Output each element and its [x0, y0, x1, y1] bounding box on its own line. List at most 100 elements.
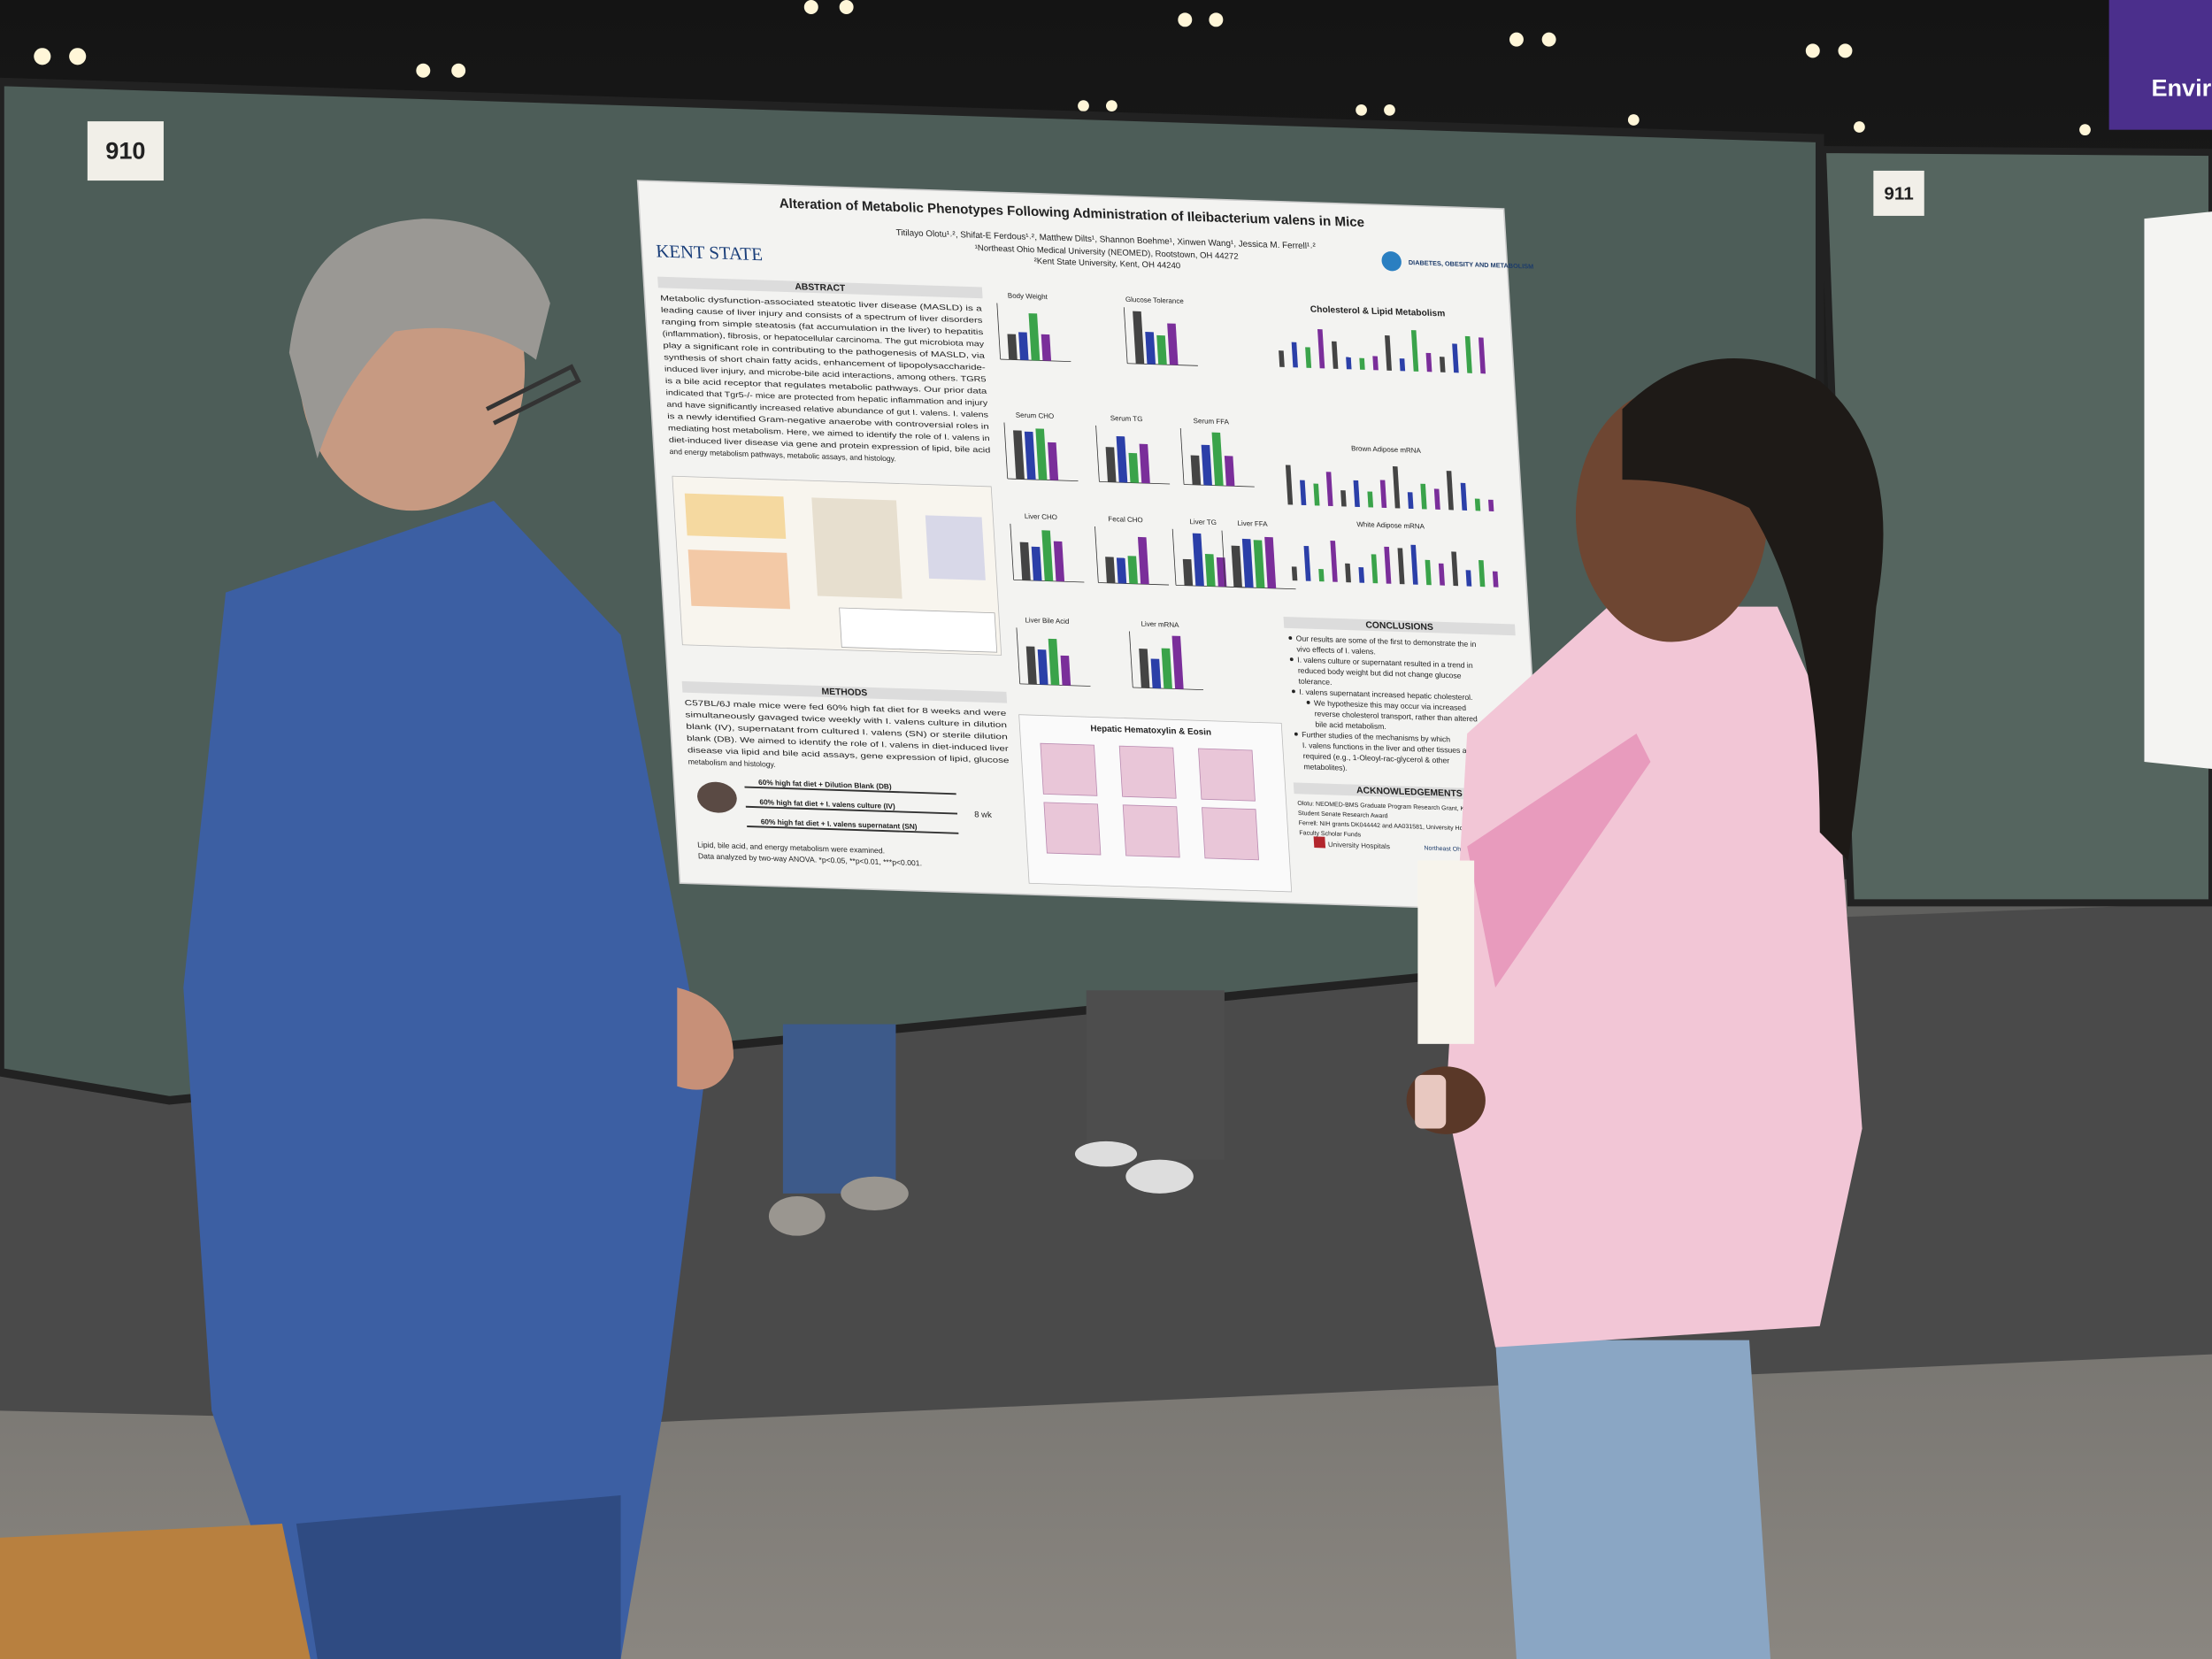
panel-axis: [996, 303, 1002, 360]
panel-graphic: [1190, 455, 1202, 486]
panel-graphic: [1371, 554, 1379, 584]
panel-graphic: [1019, 541, 1031, 580]
panel-graphic: [1167, 323, 1179, 365]
figure-graphic: [687, 549, 791, 610]
panel-graphic: [1018, 332, 1029, 361]
panel-graphic: [1451, 551, 1459, 587]
woman: [1406, 357, 1884, 1659]
conclusion-line: metabolites).: [1303, 762, 1348, 772]
histology-image: [1043, 802, 1102, 856]
panel-title: Liver TG: [1189, 518, 1217, 526]
panel-graphic: [1231, 545, 1242, 588]
panel-graphic: [1285, 465, 1294, 505]
section-heading: CONCLUSIONS: [1365, 621, 1433, 633]
panel-title: Serum CHO: [1016, 411, 1055, 420]
panel-title: Liver Bile Acid: [1025, 616, 1070, 626]
panel-graphic: [1353, 480, 1360, 508]
panel-graphic: [1041, 334, 1052, 361]
panel-graphic: [1035, 428, 1048, 480]
panel-graphic: [1025, 646, 1037, 685]
panel-axis: [1127, 363, 1198, 366]
bullet: [1294, 732, 1298, 736]
section-heading: ABSTRACT: [795, 282, 846, 294]
panel-graphic: [1192, 533, 1204, 587]
man: [0, 219, 734, 1659]
section-bar: [1283, 617, 1516, 636]
booth-number: 910: [105, 136, 145, 164]
panel-graphic: [1024, 431, 1036, 480]
panel-graphic: [1171, 635, 1184, 689]
panel-graphic: [1452, 343, 1459, 373]
panel-graphic: [1372, 356, 1379, 371]
bullet: [1288, 636, 1293, 640]
histology-image: [1202, 807, 1259, 861]
poster-sheet: [636, 180, 1548, 912]
arrow: [744, 786, 956, 795]
panel-graphic: [1105, 557, 1116, 584]
panel-axis: [1179, 427, 1185, 485]
panel-graphic: [1279, 350, 1285, 367]
panel-axis: [1094, 526, 1099, 583]
panel-axis: [1016, 627, 1021, 684]
panel-graphic: [1253, 540, 1265, 588]
panel-graphic: [1392, 466, 1401, 509]
panel-graphic: [1331, 341, 1339, 369]
panel-title: Liver CHO: [1025, 512, 1058, 521]
poster: Alteration of Metabolic Phenotypes Follo…: [636, 180, 1548, 912]
panel-graphic: [1346, 357, 1352, 370]
panel-graphic: [1007, 334, 1018, 360]
mouse-icon: [697, 781, 737, 813]
panel-graphic: [1060, 655, 1071, 686]
panel-graphic: [1407, 492, 1414, 510]
histology-image: [1118, 745, 1177, 799]
figure-table: [839, 607, 998, 653]
panel-graphic: [1479, 560, 1486, 588]
background-people: [768, 990, 1225, 1236]
panel-axis: [1095, 425, 1100, 482]
panel-graphic: [1182, 558, 1194, 586]
panel-graphic: [1330, 541, 1338, 582]
panel-graphic: [1464, 335, 1472, 373]
panel-axis: [1129, 631, 1133, 688]
panel-graphic: [1474, 498, 1481, 511]
booth-plate: [1873, 170, 1924, 216]
panel-graphic: [1201, 444, 1212, 486]
panel-axis: [1003, 422, 1009, 480]
panel-title: White Adipose mRNA: [1356, 520, 1425, 530]
banner-text: Enviro: [2151, 73, 2212, 101]
acknowledgement-line: Student Senate Research Award: [1298, 810, 1388, 819]
panel-graphic: [1116, 557, 1127, 584]
panel-graphic: [1438, 563, 1445, 586]
histology-image: [1040, 742, 1098, 796]
panel-title: Serum TG: [1110, 414, 1143, 423]
panel-graphic: [1053, 541, 1065, 582]
affiliation: ²Kent State University, Kent, OH 44240: [1033, 257, 1180, 271]
panel-graphic: [1410, 544, 1418, 585]
logo-icon: [1381, 251, 1402, 272]
panel-graphic: [1397, 548, 1405, 585]
panel-graphic: [1305, 347, 1312, 368]
panel-title: Liver mRNA: [1141, 620, 1179, 629]
panel-title: Brown Adipose mRNA: [1351, 444, 1422, 455]
panel-graphic: [1204, 554, 1216, 587]
figure-graphic: [925, 515, 986, 580]
section-bar: [657, 276, 983, 299]
panel-graphic: [1478, 337, 1486, 374]
panel-graphic: [1488, 499, 1494, 511]
panel-axis: [1007, 478, 1079, 482]
histology-image: [1122, 804, 1180, 858]
panel-graphic: [1048, 638, 1060, 686]
panel-graphic: [1127, 556, 1138, 584]
section-heading: METHODS: [821, 687, 868, 699]
duration: 8 wk: [974, 810, 993, 820]
panel-graphic: [1291, 566, 1298, 581]
figure-graphic: [684, 493, 787, 539]
panel-graphic: [1399, 358, 1406, 372]
panel-graphic: [1241, 538, 1254, 588]
panel-title: Liver FFA: [1237, 519, 1268, 528]
booth-number: 911: [1884, 183, 1913, 204]
panel-graphic: [1345, 563, 1351, 583]
panel-graphic: [1367, 491, 1374, 508]
